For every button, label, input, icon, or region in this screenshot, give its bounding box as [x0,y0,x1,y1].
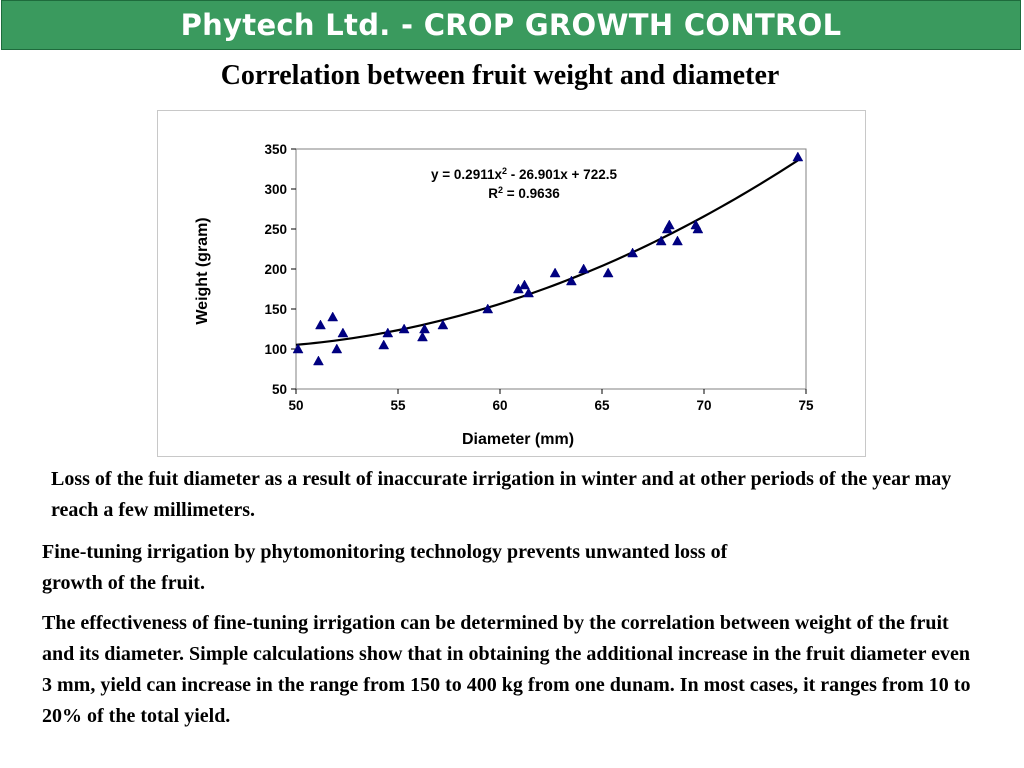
data-point [692,223,704,234]
data-point [315,319,326,330]
data-point [663,219,675,230]
trendline [295,159,799,346]
data-point [627,247,639,258]
data-point [602,267,614,278]
x-tick-label: 50 [288,398,303,413]
data-point [655,235,667,246]
data-point [672,235,683,246]
data-point [398,323,410,334]
data-point [313,355,324,366]
y-axis-label: Weight (gram) [194,217,211,324]
y-tick-label: 350 [264,142,287,157]
paragraph-fine-tuning: Fine-tuning irrigation by phytomonitorin… [42,541,728,594]
data-point [337,327,349,338]
trendline-equation: y = 0.2911x2 - 26.901x + 722.5 [431,166,617,182]
data-point [331,343,343,354]
x-tick-label: 55 [390,398,406,413]
data-point [378,339,390,350]
y-tick-label: 100 [264,342,287,357]
data-point [565,275,577,286]
data-point [327,311,339,322]
x-tick-label: 75 [798,398,814,413]
data-point [519,279,530,290]
chart-title: Correlation between fruit weight and dia… [220,60,780,91]
y-tick-label: 200 [264,262,287,277]
r-squared-label: R2 = 0.9636 [488,185,560,201]
data-point [523,287,534,298]
header-banner: Phytech Ltd. - CROP GROWTH CONTROL [1,0,1021,50]
data-point [792,151,804,162]
y-tick-label: 50 [272,382,287,397]
paragraph-diameter-loss: Loss of the fuit diameter as a result of… [51,468,952,521]
chart-container: 50 100 150 200 250 300 350 50 55 60 65 70 75 y = 0.… [157,110,866,457]
data-point [437,319,449,330]
data-point [417,331,428,342]
header-title: Phytech Ltd. - CROP GROWTH CONTROL [180,8,842,42]
data-point [578,263,590,274]
x-tick-label: 70 [696,398,711,413]
data-point [419,323,430,334]
plot-area [295,148,807,390]
paragraph-effectiveness: The effectiveness of fine-tuning irrigat… [42,612,971,727]
x-tick-label: 60 [492,398,507,413]
x-tick-label: 65 [594,398,610,413]
y-tick-label: 250 [264,222,287,237]
y-tick-label: 300 [264,182,287,197]
data-point [549,267,561,278]
data-point [382,327,394,338]
y-tick-label: 150 [264,302,287,317]
data-point [482,303,494,314]
data-point [292,343,304,354]
x-axis-label: Diameter (mm) [462,431,574,448]
scatter-chart: 50 100 150 200 250 300 350 50 55 60 65 70 75 y = 0.… [194,142,814,448]
